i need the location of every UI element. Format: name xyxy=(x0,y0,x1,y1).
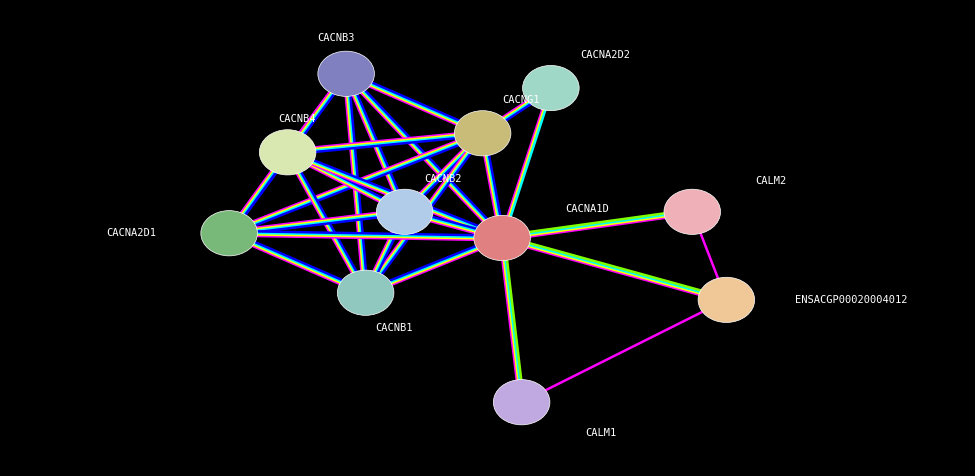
Text: CACNG1: CACNG1 xyxy=(502,95,539,105)
Text: CACNB4: CACNB4 xyxy=(278,114,315,124)
Text: CALM2: CALM2 xyxy=(756,176,787,186)
Text: CACNB3: CACNB3 xyxy=(318,33,355,43)
Ellipse shape xyxy=(337,270,394,316)
Ellipse shape xyxy=(523,66,579,111)
Ellipse shape xyxy=(201,210,257,256)
Text: ENSACGP00020004012: ENSACGP00020004012 xyxy=(795,295,907,305)
Ellipse shape xyxy=(376,189,433,235)
Ellipse shape xyxy=(318,51,374,97)
Ellipse shape xyxy=(259,129,316,175)
Ellipse shape xyxy=(474,215,530,261)
Text: CACNB1: CACNB1 xyxy=(375,323,412,334)
Text: CACNA2D1: CACNA2D1 xyxy=(106,228,156,238)
Text: CACNA1D: CACNA1D xyxy=(566,204,609,215)
Ellipse shape xyxy=(493,380,550,425)
Ellipse shape xyxy=(698,277,755,323)
Text: CACNA2D2: CACNA2D2 xyxy=(580,50,630,60)
Text: CALM1: CALM1 xyxy=(585,428,616,438)
Ellipse shape xyxy=(664,189,721,235)
Ellipse shape xyxy=(454,111,511,156)
Text: CACNB2: CACNB2 xyxy=(424,173,461,184)
